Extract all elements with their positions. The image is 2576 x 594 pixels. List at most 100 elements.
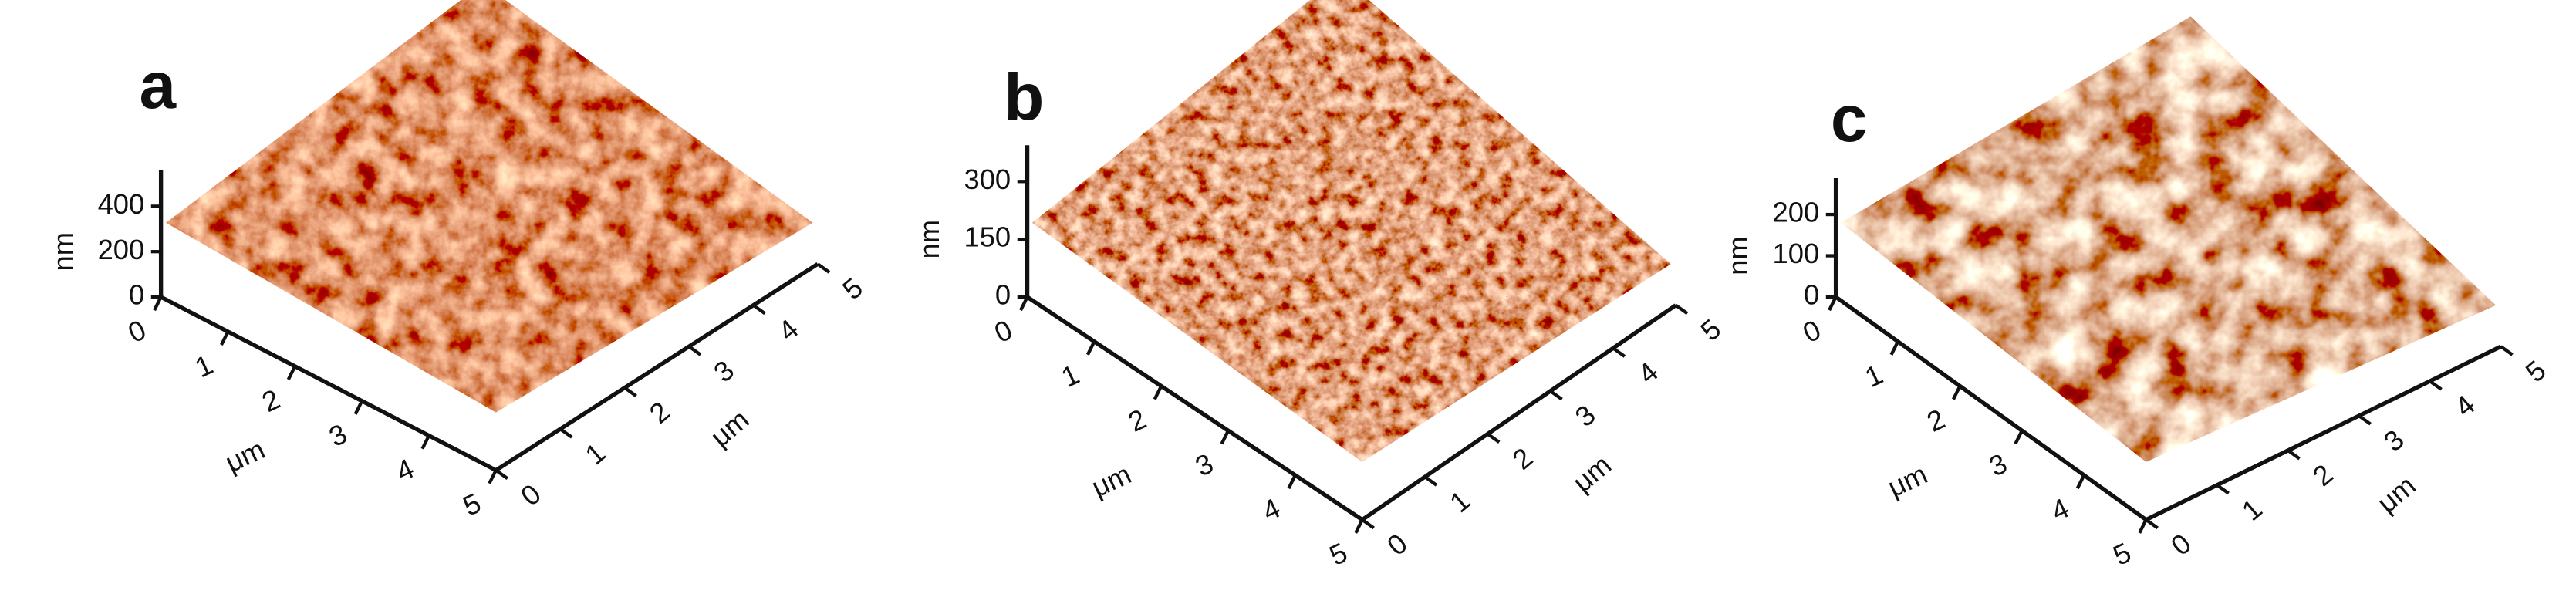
y-tick — [816, 262, 831, 274]
y-tick-label: 3 — [707, 354, 740, 388]
x-tick-label: 1 — [1860, 358, 1888, 393]
y-axis — [495, 262, 819, 472]
z-tick-label: 200 — [1773, 197, 1820, 228]
y-axis-title: μm — [704, 403, 755, 453]
z-axis-title: nm — [47, 232, 79, 272]
y-tick — [1361, 518, 1375, 530]
x-axis-title: μm — [1087, 458, 1136, 504]
x-tick-label: 0 — [990, 314, 1018, 349]
x-tick — [1085, 340, 1096, 356]
x-axis — [160, 295, 498, 472]
z-tick-label: 0 — [129, 279, 144, 311]
surface — [1031, 0, 1671, 462]
z-tick-label: 400 — [98, 188, 145, 220]
y-tick-label: 1 — [1443, 484, 1476, 518]
x-axis-title: μm — [1883, 458, 1933, 504]
surface — [166, 0, 813, 413]
y-tick — [1674, 303, 1689, 316]
y-tick-label: 1 — [579, 437, 612, 471]
y-tick-label: 2 — [1507, 441, 1539, 475]
x-tick — [1287, 474, 1297, 490]
panel-label: a — [140, 49, 177, 123]
z-tick-label: 0 — [995, 279, 1011, 311]
x-tick — [1354, 518, 1364, 534]
z-tick-label: 200 — [98, 234, 145, 265]
z-axis-title: nm — [1722, 236, 1754, 275]
x-tick-label: 1 — [190, 348, 218, 383]
y-tick — [2358, 414, 2372, 426]
z-tick-label: 0 — [1804, 279, 1819, 311]
y-tick — [1487, 432, 1501, 444]
z-tick-label: 300 — [964, 164, 1011, 195]
y-tick — [623, 386, 637, 398]
y-tick-label: 0 — [2165, 528, 2197, 562]
x-tick — [1153, 385, 1163, 400]
x-axis — [1835, 295, 2148, 521]
y-tick-label: 3 — [2378, 424, 2410, 457]
x-tick — [2138, 518, 2148, 534]
x-tick — [353, 400, 364, 415]
y-axis-title: μm — [2371, 469, 2422, 518]
panel-label: c — [1831, 83, 1868, 156]
x-tick-label: 4 — [2046, 492, 2074, 528]
x-tick-label: 0 — [123, 314, 151, 349]
y-tick — [495, 468, 509, 481]
y-axis — [2145, 344, 2502, 522]
x-tick — [2075, 474, 2086, 490]
x-tick — [2014, 430, 2024, 445]
y-tick — [2287, 449, 2301, 461]
y-tick — [2216, 484, 2230, 495]
x-tick — [1889, 340, 1899, 356]
y-tick — [559, 427, 573, 439]
y-tick — [687, 345, 702, 356]
x-tick-label: 5 — [1325, 536, 1352, 572]
y-tick-label: 4 — [1632, 356, 1664, 390]
x-tick-label: 0 — [1798, 314, 1826, 349]
x-tick-label: 5 — [2108, 536, 2136, 572]
y-tick-label: 2 — [2307, 458, 2339, 492]
y-tick-label: 0 — [515, 478, 547, 511]
x-tick-label: 1 — [1056, 358, 1084, 393]
y-tick-label: 5 — [2520, 354, 2552, 388]
y-tick — [752, 303, 766, 316]
x-tick-label: 3 — [1984, 447, 2012, 483]
x-tick — [1828, 296, 1838, 312]
y-axis-title: μm — [1567, 449, 1618, 498]
z-tick-label: 150 — [964, 221, 1011, 253]
y-tick — [1423, 475, 1438, 487]
x-tick-label: 3 — [1190, 447, 1218, 483]
y-tick-label: 5 — [1694, 312, 1727, 346]
x-tick-label: 4 — [391, 452, 419, 488]
surface — [1841, 16, 2497, 462]
y-tick-label: 1 — [2236, 493, 2268, 527]
z-tick-label: 100 — [1773, 238, 1820, 269]
x-tick-label: 5 — [458, 487, 486, 522]
y-tick — [2429, 380, 2443, 391]
x-tick — [1220, 430, 1230, 445]
x-tick — [286, 365, 297, 380]
panel-label: b — [1004, 61, 1044, 134]
y-tick-label: 4 — [2449, 389, 2481, 423]
x-tick-label: 2 — [1922, 403, 1950, 438]
y-tick — [1612, 346, 1626, 358]
y-tick-label: 0 — [1381, 528, 1413, 562]
x-tick — [488, 469, 498, 484]
x-axis-title: μm — [221, 434, 270, 479]
x-tick — [420, 434, 430, 450]
x-tick-label: 4 — [1258, 492, 1285, 528]
x-tick — [153, 296, 163, 312]
x-axis — [1026, 295, 1364, 521]
x-tick — [220, 330, 230, 346]
y-tick-label: 2 — [643, 395, 676, 429]
x-tick-label: 3 — [324, 417, 352, 453]
y-axis — [1361, 303, 1677, 521]
y-tick-label: 3 — [1569, 399, 1602, 433]
y-tick — [2145, 518, 2159, 530]
y-tick-label: 4 — [772, 312, 805, 346]
x-tick — [1019, 296, 1029, 312]
y-tick — [1549, 390, 1563, 401]
y-tick-label: 5 — [836, 272, 869, 305]
x-tick-label: 2 — [257, 383, 285, 418]
z-axis-title: nm — [913, 220, 945, 259]
